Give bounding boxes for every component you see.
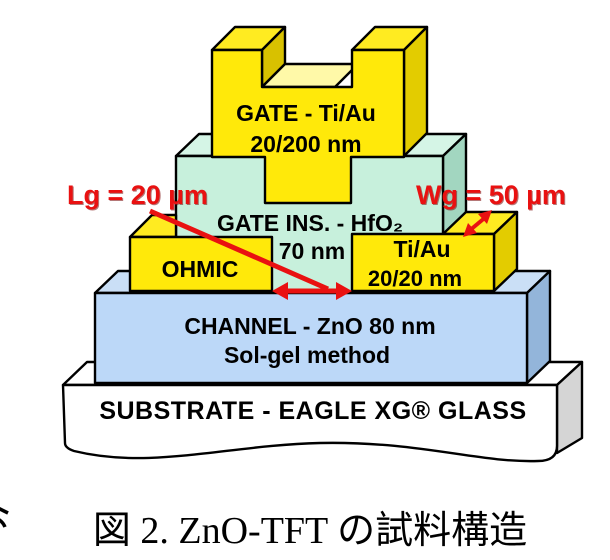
lg-arrowhead-right xyxy=(336,282,352,300)
channel-label-line1: CHANNEL - ZnO 80 nm xyxy=(184,313,435,339)
gate-label-line1: GATE - Ti/Au xyxy=(236,100,376,126)
channel-label-line2: Sol-gel method xyxy=(224,342,390,368)
tiau-front-face xyxy=(350,232,496,293)
lg-leader-line xyxy=(148,208,330,292)
tiau-label-line1: Ti/Au xyxy=(393,236,450,262)
tiau-contact-right xyxy=(350,210,519,293)
gate-side-face xyxy=(402,25,429,158)
lg-arrowhead-left xyxy=(272,282,288,300)
gate-width-label: Wg = 50 µm xyxy=(416,180,566,210)
substrate-front-face xyxy=(61,383,559,463)
gate-label-line2: 20/200 nm xyxy=(250,131,361,157)
wg-arrowhead-lower xyxy=(463,223,477,237)
gate-width-annotation: Wg = 50 µm xyxy=(416,180,566,237)
gate-length-label: Lg = 20 µm xyxy=(67,180,208,210)
gate-electrode xyxy=(210,25,429,205)
figure-caption: 図 2. ZnO-TFT の試料構造 xyxy=(93,510,527,552)
gate-insulator-label-line2: 70 nm xyxy=(279,238,345,264)
gate-front-face xyxy=(210,48,406,205)
ohmic-label: OHMIC xyxy=(162,256,239,282)
substrate-label: SUBSTRATE - EAGLE XG® GLASS xyxy=(99,397,526,425)
text-fragment xyxy=(0,507,9,528)
gate-length-annotation: Lg = 20 µm xyxy=(67,180,352,300)
wg-arrowhead-upper xyxy=(478,210,492,224)
tiau-label-line2: 20/20 nm xyxy=(368,266,462,291)
gate-insulator-label-line1: GATE INS. - HfO₂ xyxy=(217,210,403,236)
